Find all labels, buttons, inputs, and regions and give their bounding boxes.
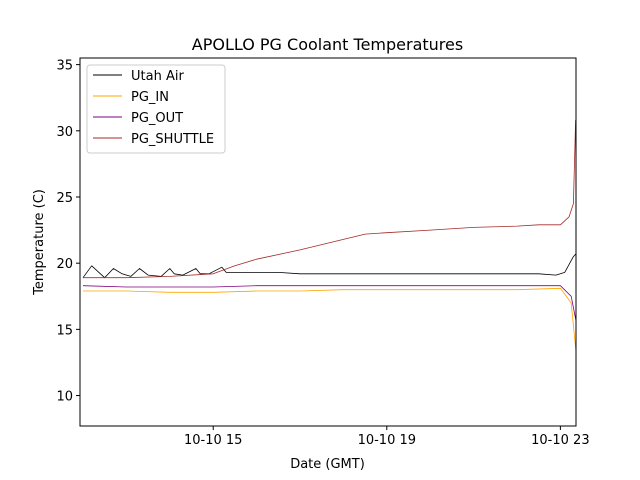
legend-box <box>86 64 226 154</box>
legend-label: PG_IN <box>131 90 169 105</box>
x-axis-label: Date (GMT) <box>290 457 365 472</box>
legend: Utah Air PG_IN PG_OUT PG_SHUTTLE <box>86 64 226 154</box>
series-lines-layer <box>82 119 576 356</box>
y-tick-label: 30 <box>56 125 73 140</box>
axis-ticks-layer: 10-10 15 10-10 19 10-10 23 10 15 20 25 30 35 <box>56 59 589 448</box>
x-tick-label: 10-10 15 <box>184 433 242 448</box>
series-line-pg-out <box>82 285 576 323</box>
series-line-pg-in <box>83 287 576 356</box>
legend-label: PG_OUT <box>131 111 183 126</box>
series-line-pg-shuttle <box>83 119 576 279</box>
x-tick-label: 10-10 19 <box>358 433 416 448</box>
y-tick-label: 35 <box>56 59 73 74</box>
y-tick-label: 20 <box>56 257 73 272</box>
y-axis-label: Temperature (C) <box>32 189 47 296</box>
y-tick-label: 15 <box>56 323 73 338</box>
chart-title: APOLLO PG Coolant Temperatures <box>192 35 463 54</box>
plot-area-frame <box>79 57 577 427</box>
y-tick-label: 10 <box>56 390 73 405</box>
legend-label: Utah Air <box>131 69 184 84</box>
legend-label: PG_SHUTTLE <box>131 132 214 147</box>
x-tick-label: 10-10 23 <box>531 433 589 448</box>
series-line-utah-air <box>82 253 576 279</box>
y-tick-label: 25 <box>56 191 73 206</box>
